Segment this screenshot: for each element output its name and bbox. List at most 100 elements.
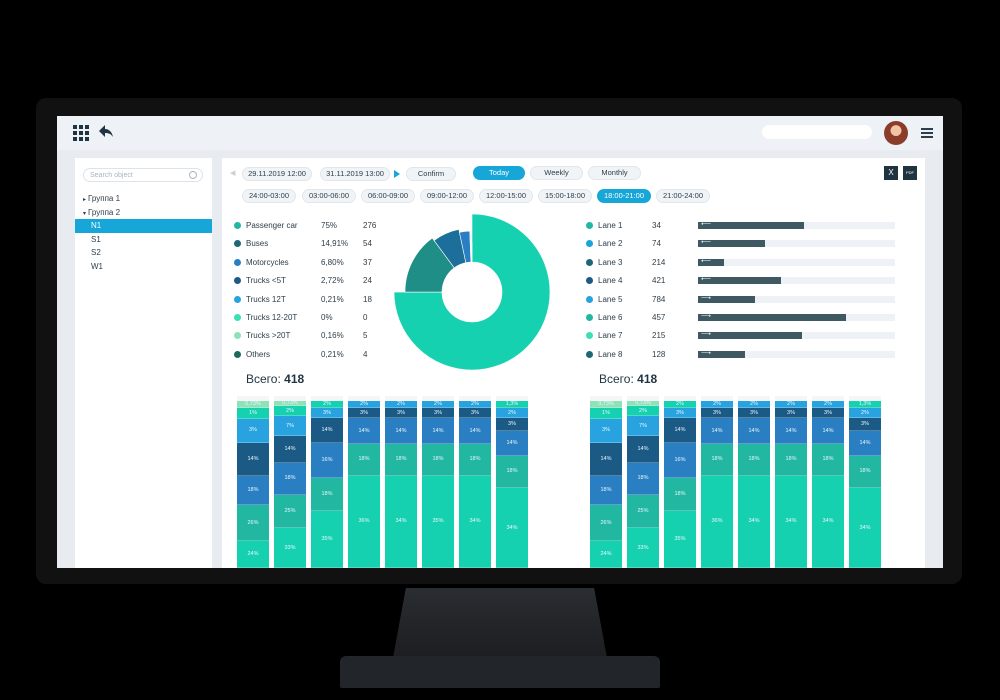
object-search-input[interactable]: Search object [83,168,203,182]
arrow-right-icon: ⟶ [701,349,712,357]
tree-item-label: Группа 1 [88,194,121,203]
stack-segment: 26% [590,504,622,542]
legend-row: Trucks 12T 0,21% 18 [234,292,394,310]
legend-count: 18 [363,294,372,304]
legend-count: 4 [363,349,368,359]
excel-export-icon[interactable]: X [884,166,898,180]
play-icon[interactable] [394,170,400,178]
time-range-5[interactable]: 15:00-18:00 [538,189,592,203]
stack-segment: 1% [590,407,622,420]
stack-segment: 2% [812,401,844,408]
donut-slice-0 [393,213,551,371]
stacked-column: 2% 3% 14% 16% 18% 35% [664,396,696,568]
lane-bar-track: ⟵ [698,258,895,266]
stack-segment: 3% [348,407,380,418]
legend-row: Trucks >20T 0,16% 5 [234,328,394,346]
top-bar [57,116,943,150]
tree-item-w1[interactable]: W1 [91,261,103,271]
date-to-field[interactable]: 31.11.2019 13:00 [320,167,390,181]
legend-dot [234,332,241,340]
time-range-4[interactable]: 12:00-15:00 [479,189,533,203]
time-range-0[interactable]: 24:00-03:00 [242,189,296,203]
stack-segment: 14% [237,442,269,477]
stack-segment: 18% [422,444,454,477]
stack-segment: 14% [496,431,528,457]
tree-item-s1[interactable]: S1 [91,234,101,244]
legend-row: Others 0,21% 4 [234,347,394,365]
today-button[interactable]: Today [473,166,525,180]
stack-segment: 3% [701,407,733,418]
stack-segment: 3% [422,407,454,418]
stack-segment: 14% [459,417,491,445]
stack-segment: 18% [385,444,417,477]
stack-segment: 2% [274,406,306,417]
stack-segment: 33% [274,527,306,568]
stack-segment: 36% [701,476,733,568]
stack-segment: 0,73% [237,401,269,408]
stacked-column: 2% 3% 14% 18% 34% [775,396,807,568]
time-range-3[interactable]: 09:00-12:00 [420,189,474,203]
stack-segment: 2% [701,401,733,408]
stack-segment: 3% [664,407,696,418]
lane-bar-track: ⟶ [698,331,895,340]
stack-segment: 2% [311,401,343,408]
time-range-7[interactable]: 21:00-24:00 [656,189,710,203]
lane-bar: ⟵ [698,258,724,266]
total-value: 418 [637,372,658,386]
top-search-input[interactable] [762,125,872,139]
stacked-column: 2% 3% 14% 18% 36% [348,396,380,568]
legend-count: 54 [363,239,372,249]
lane-bar-track: ⟶ [698,313,895,321]
tree-item-n1[interactable]: N1 [75,219,212,233]
search-placeholder: Search object [90,172,133,179]
legend-count: 0 [363,312,368,322]
arrow-left-icon: ⟵ [701,221,712,228]
legend-percent: 0,16% [321,331,344,341]
time-range-2[interactable]: 06:00-09:00 [361,189,415,203]
lane-name: Lane 8 [598,349,623,359]
weekly-button[interactable]: Weekly [530,166,583,180]
hamburger-menu-icon[interactable] [921,128,933,138]
apps-grid-icon[interactable] [73,125,89,141]
monthly-button[interactable]: Monthly [588,166,641,180]
main-panel: ◀ 29.11.2019 12:00 31.11.2019 13:00 Conf… [222,158,925,568]
legend-count: 276 [363,221,377,230]
left-stacked-chart: 0,73% 1% 3% 14% 18% 26% 24% 0,73% 2% 7% 14% 18% 25% 3… [237,396,537,568]
column-header [385,396,417,401]
stack-segment: 18% [237,476,269,505]
stack-segment: 16% [664,442,696,478]
stacked-column: 2% 3% 14% 18% 36% [701,396,733,568]
legend-dot [234,222,241,229]
monitor-stand-neck [393,588,607,658]
lane-count: 784 [652,294,666,304]
stack-segment: 14% [738,417,770,445]
left-total: Всего: 418 [246,372,304,386]
stack-segment: 14% [422,417,454,445]
lane-name: Lane 3 [598,257,623,267]
tree-item-s2[interactable]: S2 [91,248,101,257]
column-header [849,396,881,401]
stack-segment: 2% [738,401,770,408]
lane-row: Lane 5 784 ⟶ [586,292,906,310]
stack-segment: 3% [385,407,417,418]
tree-item-group-2[interactable]: ▾ Группа 2 [75,206,212,220]
stack-segment: 24% [237,541,269,568]
confirm-button[interactable]: Confirm [406,167,456,181]
lane-bar: ⟶ [698,295,756,303]
date-from-field[interactable]: 29.11.2019 12:00 [242,167,312,181]
back-arrow-icon[interactable] [97,122,115,140]
pdf-export-icon[interactable]: PDF [903,166,917,180]
tree-item-group-1[interactable]: ▸ Группа 1 [75,192,212,206]
lane-bar: ⟵ [698,239,765,248]
stack-segment: 34% [849,487,881,568]
time-range-1[interactable]: 03:00-06:00 [302,189,356,203]
stack-segment: 18% [775,444,807,477]
user-avatar[interactable] [884,121,908,145]
stack-segment: 2% [496,407,528,418]
time-range-6[interactable]: 18:00-21:00 [597,189,651,203]
column-header [348,396,380,401]
stack-segment: 18% [701,444,733,477]
stack-segment: 2% [348,401,380,408]
lane-count: 74 [652,239,661,249]
prev-arrow-icon[interactable]: ◀ [230,170,236,177]
